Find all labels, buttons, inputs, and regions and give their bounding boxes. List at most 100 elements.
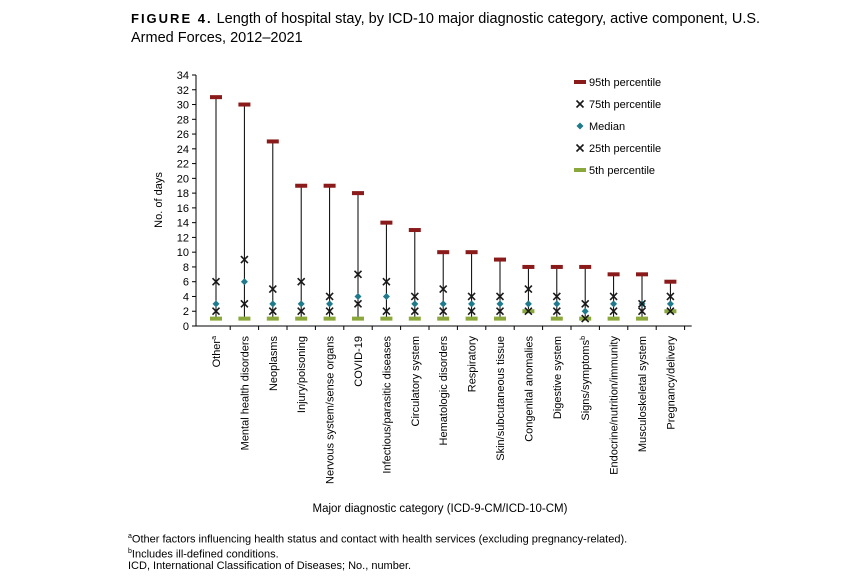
marker-p25	[297, 307, 306, 316]
marker-p5	[210, 316, 222, 321]
marker-p25	[495, 307, 505, 316]
marker-median	[212, 300, 220, 308]
legend-label-p95: 95th percentile	[589, 77, 661, 89]
marker-p75	[410, 292, 419, 301]
y-tick-label: 34	[177, 70, 189, 82]
x-tick-label: Injury/poisoning	[296, 336, 308, 413]
y-tick-label: 26	[177, 129, 189, 141]
legend: 95th percentile 75th percentile Median 25th…	[574, 77, 661, 177]
x-tick-label: Mental health disorders	[239, 336, 251, 451]
marker-p95	[465, 250, 478, 255]
y-tick-label: 24	[177, 144, 189, 156]
legend-label-p25: 25th percentile	[589, 143, 661, 155]
marker-p95	[210, 95, 222, 100]
marker-p25	[609, 307, 618, 316]
marker-median	[553, 300, 561, 308]
marker-p95	[323, 183, 336, 188]
y-tick-label: 22	[177, 159, 189, 171]
marker-p25	[637, 307, 647, 316]
marker-median	[524, 300, 532, 308]
legend-label-p75: 75th percentile	[589, 99, 661, 111]
x-tick-label: Hematologic disorders	[438, 336, 450, 446]
marker-p75	[353, 270, 363, 279]
marker-p25	[211, 307, 221, 316]
x-tick-label: Nervous system/sense organs	[325, 336, 337, 484]
footnote-a-marker: a	[128, 533, 132, 540]
y-tick-label: 16	[177, 203, 189, 215]
x-tick-label: Digestive system	[552, 336, 564, 419]
marker-p75	[382, 277, 391, 286]
y-tick-label: 6	[183, 277, 189, 289]
x-tick-label: Skin/subcutaneous tissue	[495, 336, 507, 461]
footnote-a: aOther factors influencing health status…	[128, 530, 627, 547]
marker-p5	[465, 316, 478, 321]
footnote-abbreviations: ICD, International Classification of Dis…	[128, 560, 412, 572]
marker-p5	[323, 316, 336, 321]
marker-p25	[410, 307, 419, 316]
marker-p5	[437, 316, 450, 321]
marker-p95	[607, 272, 620, 277]
marker-p75	[581, 299, 590, 308]
x-tick-label: Musculoskeletal system	[637, 336, 649, 452]
marker-p5	[550, 316, 563, 321]
x-tick-label: Circulatory system	[410, 336, 422, 426]
x-tick-label: Congenital anomalies	[523, 336, 535, 442]
marker-p25	[581, 314, 590, 323]
marker-p25	[524, 307, 533, 316]
marker-p25	[353, 299, 363, 308]
y-tick-label: 20	[177, 173, 189, 185]
marker-p95	[380, 220, 393, 225]
marker-p5	[494, 316, 506, 321]
y-tick-label: 2	[183, 306, 189, 318]
x-tick-label-footnote-marker: b	[580, 336, 587, 340]
footnote-b: bIncludes ill-defined conditions.	[128, 545, 279, 562]
marker-p95	[266, 139, 279, 144]
marker-p5	[408, 316, 421, 321]
x-tick-label: Pregnancy/delivery	[665, 336, 677, 430]
y-tick-label: 14	[177, 218, 189, 230]
y-tick-label: 0	[183, 321, 189, 333]
x-tick-label: Neoplasms	[268, 336, 280, 392]
y-tick-label: 12	[177, 232, 189, 244]
footnote-b-marker: b	[128, 548, 132, 555]
marker-p95	[550, 264, 563, 269]
legend-label-median: Median	[589, 121, 625, 133]
y-tick-label: 28	[177, 114, 189, 126]
marker-median	[297, 300, 305, 308]
marker-p5	[380, 316, 393, 321]
x-tick-label: Infectious/parasitic diseases	[381, 336, 393, 474]
marker-p5	[607, 316, 620, 321]
marker-median	[439, 300, 447, 308]
y-tick-label: 32	[177, 85, 189, 97]
marker-p75	[495, 292, 505, 301]
legend-marker-p5	[574, 168, 586, 172]
marker-p5	[238, 316, 251, 321]
marker-p5	[266, 316, 279, 321]
marker-p95	[352, 191, 364, 196]
figure-title: FIGURE 4. Length of hospital stay, by ICD…	[131, 9, 771, 48]
x-tick-label: COVID-19	[353, 336, 365, 387]
legend-marker-p95	[574, 80, 586, 84]
marker-p75	[211, 277, 221, 286]
marker-median	[240, 278, 248, 286]
x-tick-label: Endocrine/nutrition/immunity	[609, 336, 621, 475]
marker-p95	[238, 102, 251, 107]
marker-p95	[636, 272, 648, 277]
marker-median	[411, 300, 419, 308]
y-tick-label: 4	[183, 291, 189, 303]
y-axis-label: No. of days	[153, 172, 165, 228]
marker-p5	[636, 316, 648, 321]
marker-p25	[439, 307, 448, 316]
marker-median	[326, 300, 334, 308]
legend-label-p5: 5th percentile	[589, 165, 655, 177]
marker-p95	[295, 183, 308, 188]
marker-p75	[637, 299, 647, 308]
marker-median	[666, 300, 674, 308]
legend-marker-p75	[575, 99, 585, 109]
x-tick-label: Respiratory	[467, 336, 479, 393]
marker-p95	[522, 264, 535, 269]
marker-p75	[240, 255, 249, 264]
figure-title-text: Length of hospital stay, by ICD-10 major…	[131, 11, 761, 46]
